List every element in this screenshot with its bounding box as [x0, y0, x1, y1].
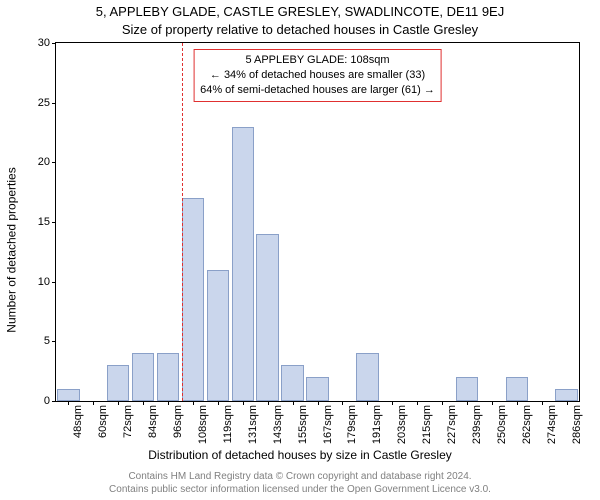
x-tick-mark: [318, 401, 319, 405]
x-tick-mark: [243, 401, 244, 405]
title-line-2: Size of property relative to detached ho…: [0, 22, 600, 37]
annotation-line-1: 5 APPLEBY GLADE: 108sqm: [200, 53, 435, 68]
x-tick-mark: [342, 401, 343, 405]
x-tick-mark: [492, 401, 493, 405]
histogram-bar: [306, 377, 328, 401]
y-tick-label: 20: [38, 156, 50, 168]
x-tick-label: 60sqm: [97, 405, 109, 438]
chart-container: 5, APPLEBY GLADE, CASTLE GRESLEY, SWADLI…: [0, 0, 600, 500]
x-tick-mark: [118, 401, 119, 405]
histogram-bar: [232, 127, 254, 401]
x-tick-label: 215sqm: [421, 405, 433, 444]
plot-area: 05101520253048sqm60sqm72sqm84sqm96sqm108…: [55, 42, 580, 402]
annotation-box: 5 APPLEBY GLADE: 108sqm← 34% of detached…: [193, 49, 442, 102]
y-tick-mark: [52, 401, 56, 402]
y-tick-label: 10: [38, 276, 50, 288]
x-tick-mark: [367, 401, 368, 405]
x-tick-mark: [93, 401, 94, 405]
x-tick-label: 239sqm: [471, 405, 483, 444]
y-tick-mark: [52, 103, 56, 104]
y-tick-label: 25: [38, 97, 50, 109]
histogram-bar: [132, 353, 154, 401]
x-tick-mark: [517, 401, 518, 405]
histogram-bar: [57, 389, 79, 401]
y-tick-label: 30: [38, 37, 50, 49]
x-tick-mark: [168, 401, 169, 405]
title-line-1: 5, APPLEBY GLADE, CASTLE GRESLEY, SWADLI…: [0, 4, 600, 19]
y-tick-mark: [52, 282, 56, 283]
x-tick-label: 167sqm: [322, 405, 334, 444]
x-tick-label: 203sqm: [396, 405, 408, 444]
x-tick-label: 179sqm: [346, 405, 358, 444]
x-tick-mark: [193, 401, 194, 405]
x-tick-label: 250sqm: [496, 405, 508, 444]
y-tick-mark: [52, 341, 56, 342]
x-tick-mark: [293, 401, 294, 405]
histogram-bar: [207, 270, 229, 401]
reference-line: [182, 43, 183, 401]
x-tick-mark: [467, 401, 468, 405]
x-tick-label: 72sqm: [122, 405, 134, 438]
footer-attribution: Contains HM Land Registry data © Crown c…: [0, 470, 600, 496]
y-tick-mark: [52, 222, 56, 223]
y-axis-label: Number of detached properties: [5, 167, 19, 332]
x-tick-mark: [68, 401, 69, 405]
annotation-line-3: 64% of semi-detached houses are larger (…: [200, 83, 435, 98]
x-tick-label: 84sqm: [147, 405, 159, 438]
y-tick-mark: [52, 43, 56, 44]
x-tick-mark: [442, 401, 443, 405]
footer-line-2: Contains public sector information licen…: [0, 483, 600, 496]
y-tick-mark: [52, 162, 56, 163]
histogram-bar: [456, 377, 478, 401]
x-tick-label: 48sqm: [72, 405, 84, 438]
x-tick-mark: [218, 401, 219, 405]
x-tick-label: 131sqm: [247, 405, 259, 444]
x-tick-label: 143sqm: [272, 405, 284, 444]
x-tick-label: 108sqm: [197, 405, 209, 444]
x-tick-mark: [417, 401, 418, 405]
y-tick-label: 15: [38, 216, 50, 228]
x-tick-label: 274sqm: [546, 405, 558, 444]
histogram-bar: [182, 198, 204, 401]
x-tick-mark: [567, 401, 568, 405]
footer-line-1: Contains HM Land Registry data © Crown c…: [0, 470, 600, 483]
y-tick-label: 0: [44, 395, 50, 407]
x-tick-mark: [268, 401, 269, 405]
histogram-bar: [506, 377, 528, 401]
x-tick-label: 155sqm: [297, 405, 309, 444]
histogram-bar: [107, 365, 129, 401]
histogram-bar: [256, 234, 278, 401]
x-tick-label: 262sqm: [521, 405, 533, 444]
annotation-line-2: ← 34% of detached houses are smaller (33…: [200, 68, 435, 83]
x-tick-mark: [143, 401, 144, 405]
x-tick-mark: [542, 401, 543, 405]
x-tick-label: 227sqm: [446, 405, 458, 444]
x-axis-label: Distribution of detached houses by size …: [0, 448, 600, 462]
x-tick-label: 96sqm: [172, 405, 184, 438]
histogram-bar: [356, 353, 378, 401]
x-tick-label: 191sqm: [371, 405, 383, 444]
histogram-bar: [157, 353, 179, 401]
x-tick-label: 119sqm: [222, 405, 234, 443]
x-tick-mark: [392, 401, 393, 405]
histogram-bar: [555, 389, 577, 401]
x-tick-label: 286sqm: [571, 405, 583, 444]
histogram-bar: [281, 365, 303, 401]
y-tick-label: 5: [44, 335, 50, 347]
